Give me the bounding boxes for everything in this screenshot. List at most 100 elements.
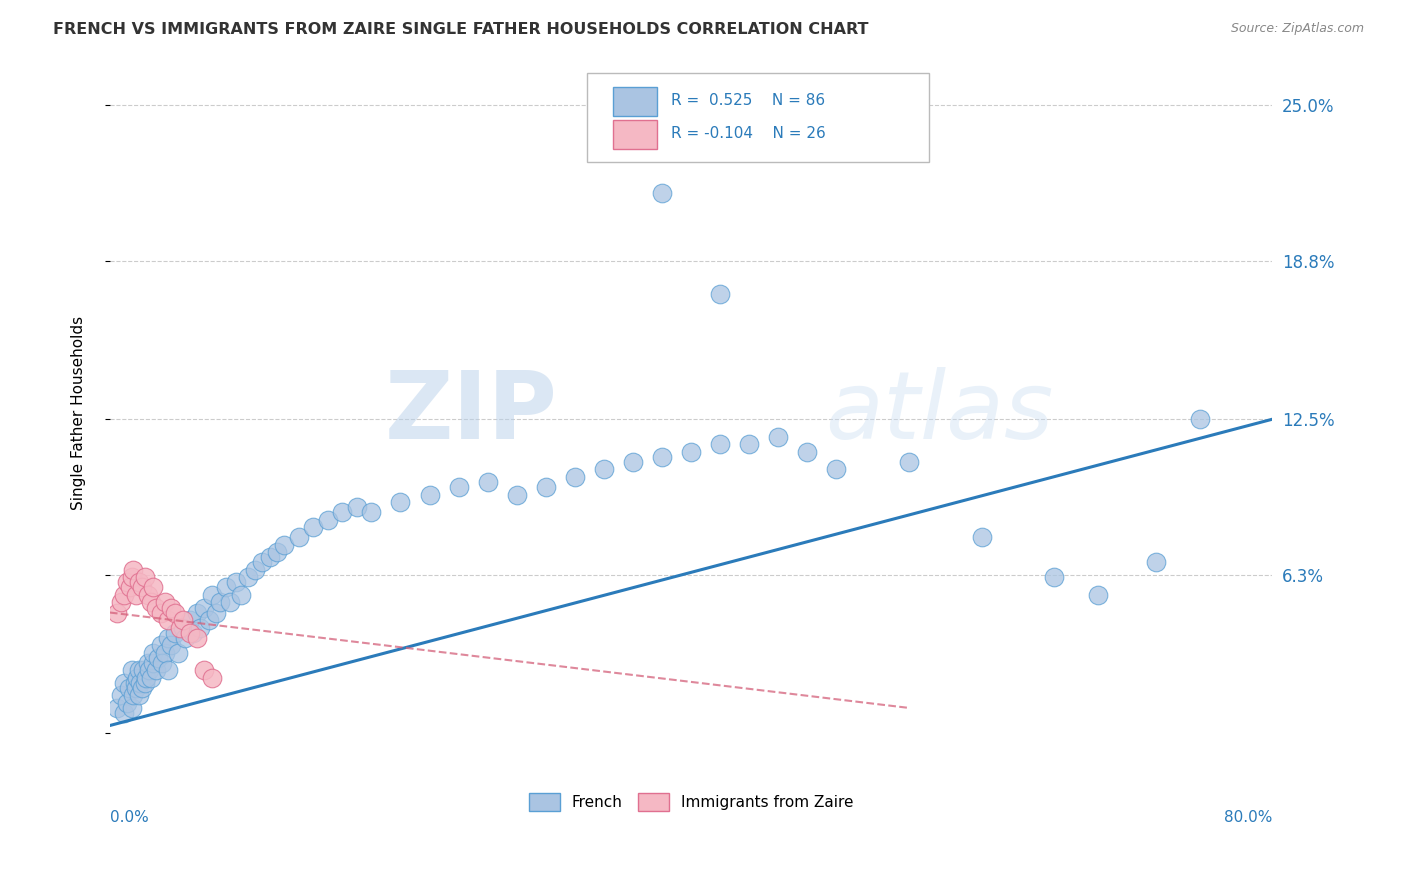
Point	[125, 681, 148, 695]
Point	[145, 600, 167, 615]
Point	[219, 595, 242, 609]
Point	[136, 656, 159, 670]
Point	[651, 186, 673, 201]
Point	[118, 681, 141, 695]
Point	[142, 646, 165, 660]
Point	[186, 631, 208, 645]
Point	[117, 696, 139, 710]
Point	[120, 581, 142, 595]
Text: R =  0.525    N = 86: R = 0.525 N = 86	[672, 93, 825, 108]
Text: FRENCH VS IMMIGRANTS FROM ZAIRE SINGLE FATHER HOUSEHOLDS CORRELATION CHART: FRENCH VS IMMIGRANTS FROM ZAIRE SINGLE F…	[53, 22, 869, 37]
Point	[970, 530, 993, 544]
Point	[273, 538, 295, 552]
Point	[135, 671, 157, 685]
Point	[564, 470, 586, 484]
Point	[709, 286, 731, 301]
Point	[898, 455, 921, 469]
Point	[197, 613, 219, 627]
Point	[200, 671, 222, 685]
Point	[129, 676, 152, 690]
Point	[121, 570, 143, 584]
Point	[506, 487, 529, 501]
Point	[651, 450, 673, 464]
Point	[125, 588, 148, 602]
Point	[112, 706, 135, 720]
Point	[709, 437, 731, 451]
Point	[259, 550, 281, 565]
Point	[477, 475, 499, 489]
Point	[236, 570, 259, 584]
Point	[179, 625, 201, 640]
Point	[681, 445, 703, 459]
Point	[621, 455, 644, 469]
Point	[134, 676, 156, 690]
Point	[1144, 555, 1167, 569]
Point	[287, 530, 309, 544]
Point	[825, 111, 848, 125]
Point	[738, 437, 761, 451]
Point	[112, 676, 135, 690]
Point	[215, 581, 238, 595]
Point	[1188, 412, 1211, 426]
Point	[1087, 588, 1109, 602]
Point	[165, 606, 187, 620]
Point	[205, 606, 228, 620]
Point	[142, 581, 165, 595]
Point	[127, 671, 149, 685]
Point	[131, 681, 153, 695]
Point	[153, 646, 176, 660]
Point	[172, 613, 194, 627]
Point	[186, 606, 208, 620]
Point	[167, 646, 190, 660]
Point	[346, 500, 368, 514]
Text: Source: ZipAtlas.com: Source: ZipAtlas.com	[1230, 22, 1364, 36]
Point	[121, 701, 143, 715]
Point	[447, 480, 470, 494]
Point	[131, 581, 153, 595]
Text: 80.0%: 80.0%	[1225, 810, 1272, 825]
Point	[193, 600, 215, 615]
Point	[134, 570, 156, 584]
Point	[105, 701, 128, 715]
Text: 0.0%: 0.0%	[110, 810, 149, 825]
Point	[110, 595, 132, 609]
Point	[419, 487, 441, 501]
Point	[156, 663, 179, 677]
Point	[136, 588, 159, 602]
Point	[150, 656, 173, 670]
Text: ZIP: ZIP	[385, 367, 557, 458]
Point	[122, 563, 145, 577]
Point	[165, 625, 187, 640]
Point	[128, 689, 150, 703]
Point	[796, 445, 818, 459]
Bar	[613, 87, 658, 116]
Point	[145, 663, 167, 677]
Point	[117, 575, 139, 590]
Point	[139, 671, 162, 685]
Text: R = -0.104    N = 26: R = -0.104 N = 26	[672, 126, 827, 141]
Point	[156, 613, 179, 627]
Point	[121, 663, 143, 677]
Text: atlas: atlas	[825, 368, 1053, 458]
FancyBboxPatch shape	[586, 73, 929, 162]
Point	[389, 495, 412, 509]
Point	[124, 676, 146, 690]
Point	[146, 650, 169, 665]
Point	[768, 430, 790, 444]
Point	[332, 505, 354, 519]
Point	[179, 613, 201, 627]
Point	[360, 505, 382, 519]
Y-axis label: Single Father Households: Single Father Households	[72, 316, 86, 510]
Point	[105, 606, 128, 620]
Bar	[613, 120, 658, 149]
Point	[174, 631, 197, 645]
Legend: French, Immigrants from Zaire: French, Immigrants from Zaire	[523, 787, 859, 817]
Point	[128, 663, 150, 677]
Point	[225, 575, 247, 590]
Point	[534, 480, 557, 494]
Point	[252, 555, 274, 569]
Point	[302, 520, 325, 534]
Point	[316, 513, 339, 527]
Point	[209, 595, 232, 609]
Point	[200, 588, 222, 602]
